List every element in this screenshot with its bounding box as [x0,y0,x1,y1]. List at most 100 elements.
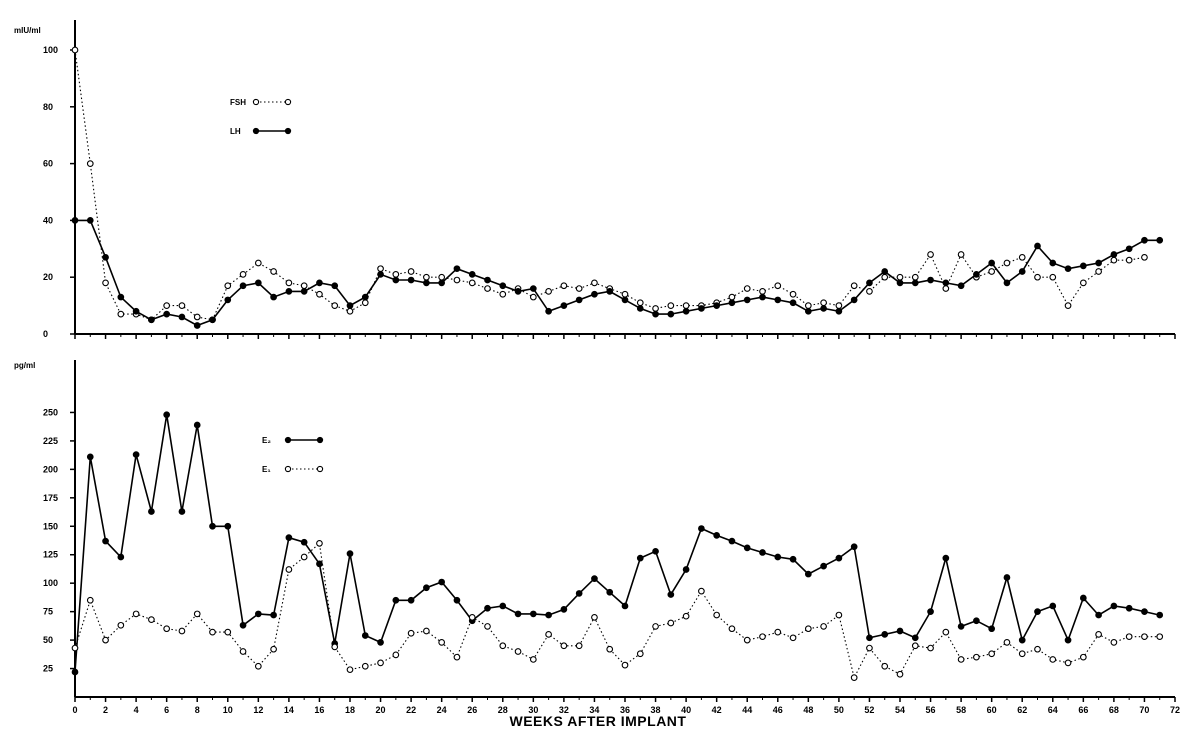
bottom-x-tick-label: 36 [620,705,630,715]
bottom-series-e-point [911,634,919,642]
top-series-lh-point [117,293,125,301]
top-series-lh-point [667,310,675,318]
top-series-fsh-point [545,288,552,295]
bottom-series-e-point [71,644,79,652]
top-axes: 0 20 40 60 80 100 [43,20,1176,339]
top-legend-lh-marker-end [284,127,292,135]
top-series-fsh-point [239,271,247,278]
top-series-fsh-point [1034,273,1041,281]
bottom-x-tick-label: 8 [195,705,200,715]
top-series-fsh-point [499,290,507,298]
bottom-series-e-point [285,566,293,573]
top-series-lh-point [881,268,889,275]
top-series-fsh-point [193,313,201,321]
bottom-series-e-point [881,631,889,638]
bottom-series-e-point [927,644,934,652]
bottom-series-e-point [529,610,537,618]
top-legend-lh-label: LH [230,127,241,136]
bottom-series-e-point [209,522,216,530]
bottom-series-e-point [270,645,277,653]
top-series-lh-point [850,296,858,304]
bottom-series-e-point [178,508,186,515]
top-series-lh-point [1110,251,1118,258]
bottom-series-e-point [392,651,400,659]
bottom-series-e-point [484,604,491,612]
bottom-series-e-point [560,642,568,650]
bottom-series-e-point [606,645,614,653]
top-series-fsh-point [346,307,354,315]
bottom-series-e-point [209,628,216,636]
top-series-lh-point [438,279,446,287]
bottom-series-e-point [438,578,446,586]
bottom-y-tick-label: 125 [43,550,58,560]
bottom-series-e-point [942,628,950,636]
bottom-series-e-point [728,537,736,545]
bottom-series-e-point [361,632,369,639]
bottom-x-tick-label: 2 [103,705,108,715]
bottom-series-e-point [132,451,140,458]
bottom-series-e-point [499,602,507,610]
bottom-series-e-point [71,668,79,676]
bottom-series-e-point [117,553,125,561]
bottom-x-tick-label: 10 [223,705,233,715]
bottom-series-e-point [132,610,140,618]
bottom-series-e-point [835,611,843,619]
top-series-fsh-point [285,279,293,287]
bottom-series-e-point [1034,608,1041,615]
top-series-fsh-point [270,268,277,275]
bottom-series-e-point [1018,636,1026,644]
bottom-series-e-point [529,656,537,663]
bottom-series-e-point [1018,650,1026,658]
top-series-fsh-point [377,265,384,273]
bottom-x-tick-label: 42 [712,705,722,715]
top-series-fsh-point [804,302,812,309]
bottom-series-e-point [988,625,996,633]
bottom-series-e-point [300,538,308,546]
top-series-lh-point [285,288,293,295]
bottom-series-e-point [713,532,721,539]
top-series-fsh-point [392,271,400,278]
bottom-series-e-point [682,612,690,620]
top-series-fsh-point [957,251,965,258]
bottom-series-e-point [927,608,934,615]
top-series-fsh-point [988,268,996,275]
bottom-series [71,411,1164,682]
bottom-y-tick-label: 175 [43,493,58,503]
bottom-series-e-point [1141,608,1148,615]
top-series-fsh-point [682,302,690,309]
bottom-series-e-point [407,596,415,604]
bottom-x-tick-label: 12 [253,705,263,715]
bottom-series-e-point [621,661,629,669]
bottom-series-e-point [423,584,430,592]
bottom-series-e-point [1064,659,1072,667]
bottom-series-e-point [423,627,430,635]
top-series [71,46,1164,329]
bottom-series-e-point [835,554,843,562]
bottom-series-e-point [728,625,736,633]
bottom-series-e-point [316,539,323,547]
top-series-fsh-point [1095,268,1102,275]
top-series-fsh-point [1049,273,1057,281]
top-series-fsh-point [728,293,736,301]
top-series-fsh-point [621,290,629,298]
bottom-series-e-point [1156,633,1164,641]
top-series-lh-line [75,219,1160,327]
bottom-series-e-point [575,642,583,650]
top-series-lh-point [942,279,950,287]
bottom-series-e-point [545,611,552,619]
top-series-fsh-point [820,299,827,307]
bottom-x-tick-label: 68 [1109,705,1119,715]
top-series-lh-point [361,293,369,301]
bottom-series-e-point [942,554,950,562]
bottom-series-e-point [254,662,262,670]
bottom-series-e-point [850,543,858,551]
top-series-lh-point [1141,236,1148,244]
top-series-fsh-point [1018,253,1026,261]
bottom-series-e-point [866,634,873,642]
bottom-series-e-point [1064,636,1072,644]
top-series-fsh-point [423,273,430,281]
bottom-series-e-point [392,596,400,604]
top-series-fsh-point [850,282,858,290]
